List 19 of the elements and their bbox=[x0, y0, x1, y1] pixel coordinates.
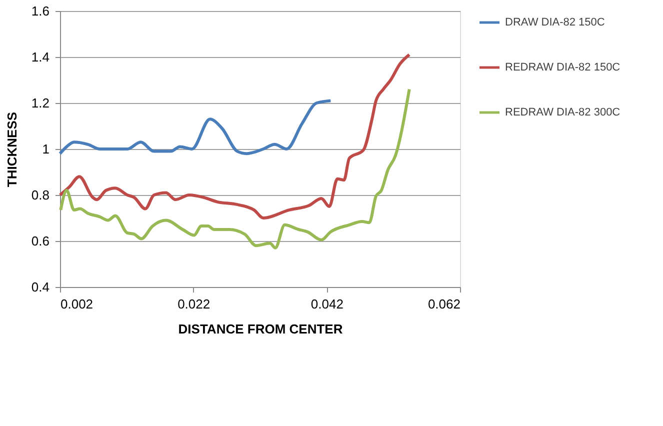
y-tick-label: 1.4 bbox=[31, 50, 50, 64]
x-tick-label: 0.002 bbox=[60, 296, 94, 312]
legend-label: REDRAW DIA-82 300C bbox=[505, 106, 620, 118]
y-tick-label: 0.8 bbox=[31, 188, 50, 202]
y-tick-label: 1 bbox=[42, 142, 50, 156]
x-tick-label: 0.022 bbox=[178, 296, 210, 312]
line-series bbox=[58, 99, 332, 156]
line-series bbox=[59, 88, 411, 250]
legend-label: DRAW DIA-82 150C bbox=[505, 16, 605, 28]
y-tick-label: 1.6 bbox=[31, 4, 50, 18]
y-tick-label: 1.2 bbox=[31, 96, 50, 110]
y-axis-title: THICKNESS bbox=[4, 112, 20, 188]
y-tick-label: 0.4 bbox=[31, 280, 50, 294]
x-tick-label: 0.042 bbox=[310, 296, 344, 312]
legend-label: REDRAW DIA-82 150C bbox=[505, 62, 620, 74]
line-series bbox=[58, 53, 411, 220]
x-axis-title: DISTANCE FROM CENTER bbox=[178, 322, 344, 336]
x-tick-label: 0.062 bbox=[428, 296, 460, 312]
y-tick-label: 0.6 bbox=[31, 234, 50, 248]
